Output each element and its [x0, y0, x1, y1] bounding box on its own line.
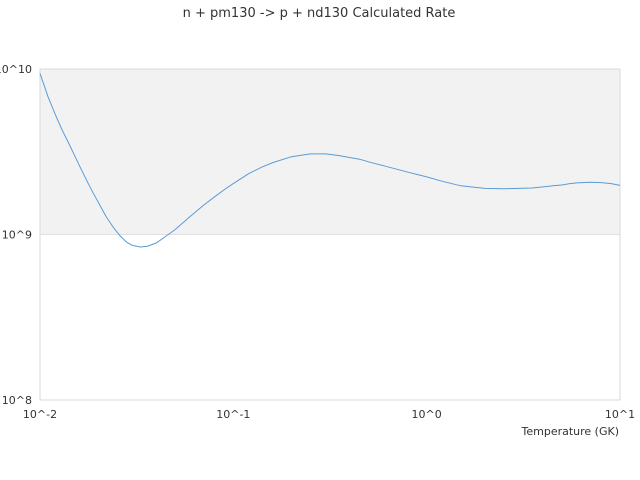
x-tick-label: 10^-1	[216, 408, 250, 421]
rate-series-line	[39, 73, 621, 248]
plot-band-upper-decade	[40, 69, 620, 235]
y-axis-ticks: 10^8 10^9 10^10	[0, 63, 32, 407]
y-tick-label: 10^10	[0, 63, 32, 76]
x-axis-title: Temperature (GK)	[521, 425, 620, 438]
x-axis-ticks: 10^-2 10^-1 10^0 10^1	[23, 408, 635, 421]
x-tick-label: 10^-2	[23, 408, 57, 421]
chart-title: n + pm130 -> p + nd130 Calculated Rate	[183, 6, 456, 21]
y-tick-label: 10^8	[2, 394, 32, 407]
x-tick-label: 10^1	[605, 408, 635, 421]
y-tick-label: 10^9	[2, 229, 32, 242]
x-tick-label: 10^0	[412, 408, 442, 421]
